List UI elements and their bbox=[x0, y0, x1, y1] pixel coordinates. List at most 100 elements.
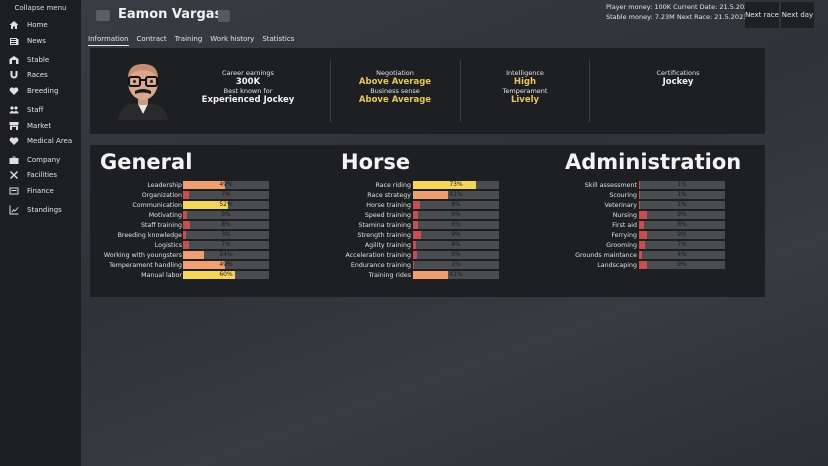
sidebar-item-label: Market bbox=[27, 121, 52, 130]
skill-row: Horse training bbox=[271, 201, 411, 210]
edit-icon[interactable] bbox=[218, 10, 230, 22]
section-title-horse: Horse bbox=[341, 150, 411, 174]
sidebar-item-label: Breeding bbox=[27, 86, 59, 95]
tab-training[interactable]: Training bbox=[174, 35, 203, 43]
divider bbox=[460, 60, 461, 122]
skill-bar: 5% bbox=[413, 251, 499, 259]
divider bbox=[589, 60, 590, 122]
skill-label: Communication bbox=[132, 202, 182, 209]
sidebar-item-standings[interactable]: Standings bbox=[8, 203, 62, 216]
finance-icon bbox=[8, 185, 19, 196]
negotiation-column: Negotiation Above Average Business sense… bbox=[345, 69, 445, 105]
tab-statistics[interactable]: Statistics bbox=[262, 35, 295, 43]
skill-bar: 9% bbox=[639, 261, 725, 269]
certifications-column: Certifications Jockey bbox=[628, 69, 728, 87]
skill-row: Grooming bbox=[497, 241, 637, 250]
skill-value: 24% bbox=[219, 251, 233, 258]
skill-row: Stamina training bbox=[271, 221, 411, 230]
sidebar-item-medical-area[interactable]: Medical Area bbox=[8, 134, 72, 147]
skill-row: Skill assessment bbox=[497, 181, 637, 190]
next-race-button[interactable]: Next race bbox=[745, 2, 779, 28]
skill-bar: 1% bbox=[413, 261, 499, 269]
sidebar-item-staff[interactable]: Staff bbox=[8, 103, 43, 116]
skill-label: Race riding bbox=[375, 182, 411, 189]
skill-label: Grounds maintance bbox=[575, 252, 637, 259]
skill-label: Agility training bbox=[364, 242, 411, 249]
skill-label: Manual labor bbox=[141, 272, 182, 279]
skill-row: Communication bbox=[42, 201, 182, 210]
tab-contract[interactable]: Contract bbox=[136, 35, 167, 43]
best-known-value: Experienced Jockey bbox=[201, 95, 295, 105]
sidebar-item-stable[interactable]: Stable bbox=[8, 53, 49, 66]
skill-value: 1% bbox=[677, 181, 687, 188]
sidebar-item-breeding[interactable]: Breeding bbox=[8, 84, 58, 97]
skill-value: 41% bbox=[449, 271, 463, 278]
skill-value: 5% bbox=[451, 251, 461, 258]
skill-value: 1% bbox=[677, 201, 687, 208]
skill-value: 73% bbox=[449, 181, 463, 188]
skill-label: Stamina training bbox=[358, 222, 411, 229]
skill-bar-fill bbox=[639, 211, 647, 219]
skill-value: 1% bbox=[677, 191, 687, 198]
sidebar-item-facilities[interactable]: Facilities bbox=[8, 168, 57, 181]
skill-label: Staff training bbox=[140, 222, 182, 229]
info-panel bbox=[90, 48, 765, 134]
skill-bar: 49% bbox=[183, 261, 269, 269]
section-title-general: General bbox=[100, 150, 193, 174]
skill-row: Grounds maintance bbox=[497, 251, 637, 260]
chart-icon bbox=[8, 204, 19, 215]
skill-bar: 60% bbox=[183, 271, 269, 279]
skill-bar-fill bbox=[183, 181, 226, 189]
skill-bar: 4% bbox=[413, 241, 499, 249]
skill-label: Breeding knowledge bbox=[117, 232, 182, 239]
skill-row: Training rides bbox=[271, 271, 411, 280]
sidebar-item-label: Company bbox=[27, 155, 61, 164]
skill-bar: 52% bbox=[183, 201, 269, 209]
skill-row: Acceleration training bbox=[271, 251, 411, 260]
intelligence-value: High bbox=[513, 77, 537, 87]
skill-row: Motivating bbox=[42, 211, 182, 220]
sidebar-item-news[interactable]: News bbox=[8, 34, 46, 47]
stable-icon bbox=[8, 54, 19, 65]
divider bbox=[330, 60, 331, 122]
skill-row: Temperament handling bbox=[42, 261, 182, 270]
skill-value: 7% bbox=[221, 241, 231, 248]
skill-bar: 6% bbox=[413, 211, 499, 219]
negotiation-value: Above Average bbox=[358, 77, 432, 87]
skill-value: 49% bbox=[219, 261, 233, 268]
skill-value: 3% bbox=[221, 231, 231, 238]
skill-bar-fill bbox=[639, 221, 645, 229]
skill-label: Veterinary bbox=[604, 202, 637, 209]
sidebar-item-finance[interactable]: Finance bbox=[8, 184, 54, 197]
sidebar-item-home[interactable]: Home bbox=[8, 18, 48, 31]
skill-value: 6% bbox=[451, 211, 461, 218]
skill-label: Skill assessment bbox=[584, 182, 637, 189]
sidebar-item-market[interactable]: Market bbox=[8, 119, 51, 132]
tab-work-history[interactable]: Work history bbox=[210, 35, 255, 43]
skill-bar: 41% bbox=[413, 271, 499, 279]
career-earnings-value: 300K bbox=[235, 77, 261, 87]
skill-label: Working with youngsters bbox=[103, 252, 182, 259]
medical-icon bbox=[8, 135, 19, 146]
skill-bar: 7% bbox=[639, 241, 725, 249]
skill-value: 1% bbox=[451, 261, 461, 268]
sidebar-item-company[interactable]: Company bbox=[8, 153, 60, 166]
skill-bar: 24% bbox=[183, 251, 269, 259]
skill-label: Logistics bbox=[154, 242, 182, 249]
sidebar-item-label: Standings bbox=[27, 205, 62, 214]
skill-row: Agility training bbox=[271, 241, 411, 250]
skill-value: 4% bbox=[677, 251, 687, 258]
skill-bar: 1% bbox=[639, 201, 725, 209]
next-day-button[interactable]: Next day bbox=[781, 2, 814, 28]
heart-icon bbox=[8, 85, 19, 96]
skill-bar-fill bbox=[413, 241, 417, 249]
collapse-menu-button[interactable]: Collapse menu bbox=[14, 4, 67, 12]
tab-information[interactable]: Information bbox=[88, 35, 129, 46]
skill-label: First aid bbox=[612, 222, 637, 229]
people-icon bbox=[8, 104, 19, 115]
skill-bar-fill bbox=[183, 211, 188, 219]
skill-bar-fill bbox=[413, 271, 449, 279]
skill-value: 9% bbox=[451, 231, 461, 238]
sidebar-item-races[interactable]: Races bbox=[8, 68, 48, 81]
skill-bar: 9% bbox=[639, 231, 725, 239]
